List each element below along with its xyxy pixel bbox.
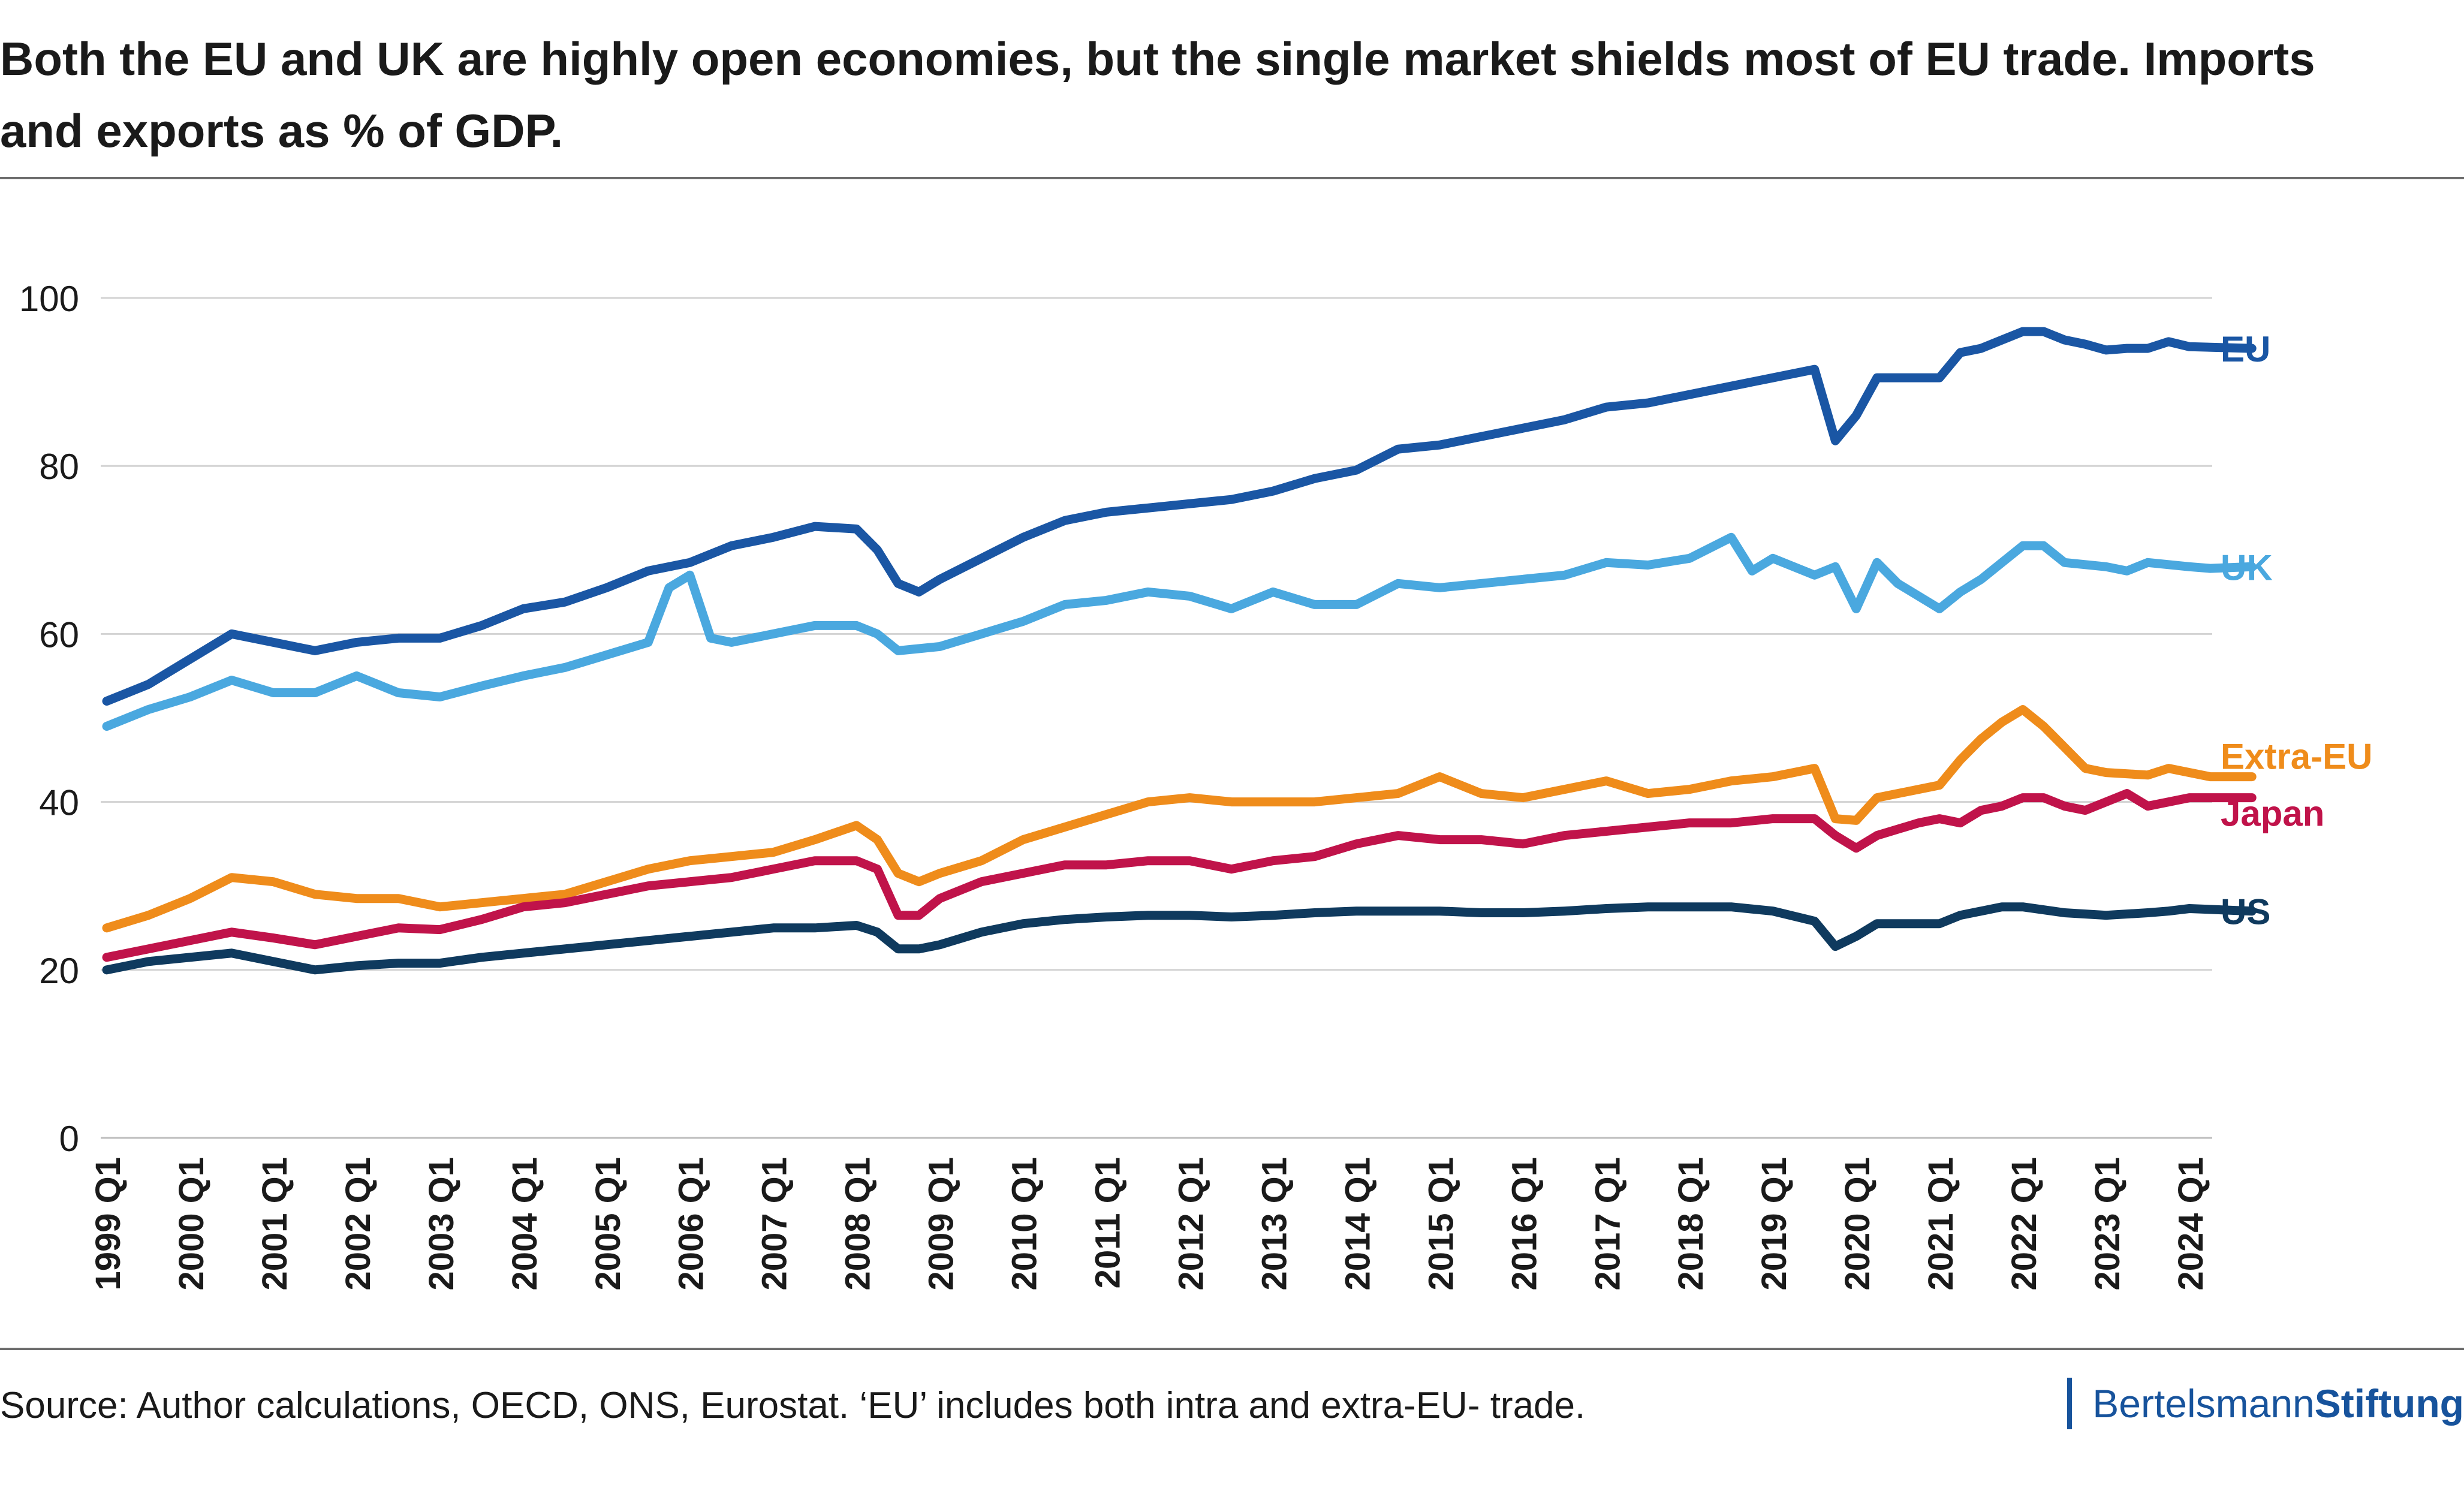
x-tick-label: 2006 Q1 (672, 1157, 711, 1291)
series-label-eu: EU (2221, 329, 2270, 369)
x-tick-label: 2022 Q1 (2005, 1157, 2044, 1291)
x-tick-label: 2015 Q1 (1421, 1157, 1460, 1291)
x-tick-label: 2012 Q1 (1171, 1157, 1210, 1291)
footer-divider (0, 1348, 2464, 1350)
x-tick-label: 2011 Q1 (1089, 1157, 1128, 1288)
series-lines (102, 327, 2257, 975)
x-tick-label: 2003 Q1 (422, 1157, 461, 1291)
y-tick-label: 60 (39, 615, 79, 655)
y-tick-label: 0 (59, 1119, 79, 1159)
x-tick-label: 2024 Q1 (2171, 1157, 2210, 1291)
series-label-uk: UK (2221, 547, 2273, 588)
gridlines (101, 297, 2212, 1139)
series-label-extra-eu: Extra-EU (2221, 737, 2372, 777)
x-tick-label: 2021 Q1 (1921, 1157, 1960, 1291)
y-tick-label: 40 (39, 783, 79, 823)
line-chart: 0 20 40 60 80 100 1999 Q1 2000 Q1 2001 Q1 2002 Q… (19, 279, 2373, 1291)
x-tick-label: 2001 Q1 (255, 1157, 294, 1291)
logo-text-part2: Stiftung (2314, 1381, 2464, 1426)
series-line-eu (102, 327, 2257, 706)
chart-title: Both the EU and UK are highly open econo… (0, 32, 2315, 157)
x-tick-label: 2013 Q1 (1255, 1157, 1294, 1291)
y-tick-label: 80 (39, 447, 79, 487)
series-line-extra-eu (102, 705, 2257, 933)
x-tick-label: 1999 Q1 (89, 1157, 128, 1291)
series-line-japan (102, 789, 2257, 962)
x-tick-label: 2017 Q1 (1588, 1157, 1627, 1291)
x-tick-label: 2007 Q1 (755, 1157, 794, 1291)
x-tick-label: 2019 Q1 (1755, 1157, 1794, 1291)
logo-text-part1: Bertelsmann (2092, 1381, 2315, 1426)
series-line-us (102, 902, 2257, 975)
series-labels: EU UK Extra-EU Japan US (2221, 329, 2372, 932)
x-tick-label: 2010 Q1 (1005, 1157, 1044, 1291)
title-divider (0, 177, 2464, 179)
x-tick-label: 2009 Q1 (922, 1157, 961, 1291)
x-tick-label: 2018 Q1 (1671, 1157, 1710, 1291)
logo-text: BertelsmannStiftung (2092, 1381, 2464, 1426)
series-label-japan: Japan (2221, 794, 2324, 834)
x-tick-label: 2020 Q1 (1838, 1157, 1877, 1291)
y-tick-label: 20 (39, 951, 79, 991)
x-tick-label: 2016 Q1 (1505, 1157, 1544, 1291)
bertelsmann-stiftung-logo: BertelsmannStiftung (2067, 1376, 2464, 1430)
x-tick-label: 2014 Q1 (1338, 1157, 1377, 1291)
source-note: Source: Author calculations, OECD, ONS, … (0, 1385, 1586, 1426)
series-label-us: US (2221, 892, 2270, 932)
series-line-uk (102, 532, 2257, 731)
x-tick-label: 2004 Q1 (505, 1157, 544, 1291)
x-tick-label: 2005 Q1 (589, 1157, 628, 1291)
x-tick-label: 2002 Q1 (339, 1157, 378, 1291)
x-axis-tick-labels: 1999 Q1 2000 Q1 2001 Q1 2002 Q1 2003 Q1 2004 … (89, 1157, 2210, 1291)
y-tick-label: 100 (19, 279, 79, 319)
x-tick-label: 2000 Q1 (172, 1157, 211, 1291)
logo-bar (2067, 1378, 2073, 1429)
x-tick-label: 2008 Q1 (839, 1157, 878, 1291)
y-axis-tick-labels: 0 20 40 60 80 100 (19, 279, 79, 1159)
x-tick-label: 2023 Q1 (2088, 1157, 2127, 1291)
